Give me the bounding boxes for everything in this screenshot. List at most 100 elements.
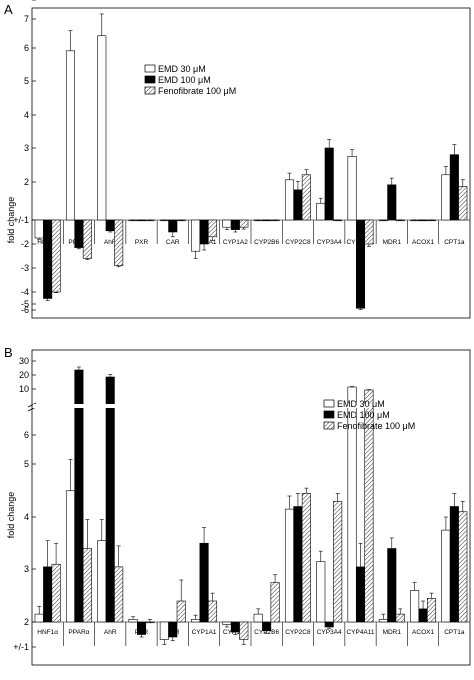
bar — [324, 621, 334, 628]
bar — [293, 189, 303, 221]
category-label: CPT1a — [444, 239, 465, 246]
bar — [97, 540, 107, 623]
bar — [222, 621, 232, 625]
bar — [82, 548, 92, 623]
bar — [458, 511, 468, 623]
bar — [316, 561, 326, 623]
legend-entry: EMD 100 μM — [158, 75, 211, 85]
bar — [199, 219, 209, 245]
panel-letter-b: B — [4, 345, 13, 360]
bar — [426, 598, 437, 623]
y-tick-label: 5 — [24, 459, 29, 469]
bar — [114, 566, 124, 623]
bar — [449, 154, 459, 221]
y-tick-label: 2 — [24, 177, 29, 187]
category-label: HNF1α — [37, 629, 58, 636]
bar — [347, 156, 357, 221]
bar — [262, 621, 272, 632]
bar — [51, 219, 61, 293]
bar — [191, 219, 201, 252]
category-label: CPT1a — [444, 629, 465, 636]
y-tick-label: -4 — [21, 287, 29, 297]
bar — [230, 621, 240, 633]
y-axis-label: fold change — [6, 492, 16, 539]
bar — [191, 619, 201, 623]
bar — [199, 542, 209, 623]
bar — [207, 219, 218, 238]
category-label: CAR — [166, 239, 180, 246]
bar — [316, 202, 326, 221]
bar — [253, 613, 263, 623]
category-label: AhR — [104, 629, 117, 636]
category-label: CYP2B6 — [254, 239, 279, 246]
y-tick-label: 3 — [24, 564, 29, 574]
legend-entry: EMD 30 μM — [158, 64, 206, 74]
bar — [239, 621, 249, 640]
bar — [168, 219, 178, 233]
legend-swatch — [323, 410, 335, 419]
bar — [333, 500, 343, 623]
bar — [145, 621, 155, 624]
category-label: CYP1A1 — [192, 629, 217, 636]
y-tick-label: 4 — [24, 512, 29, 522]
bar — [378, 619, 388, 623]
y-tick-label: 2 — [24, 617, 29, 627]
category-label: ACOX1 — [412, 239, 434, 246]
bar — [364, 219, 374, 245]
chart-panel-b: 30 20 10 6 5 4 3 2 +/-1 -2 fold change HNF1α PPARα Ah… — [6, 0, 471, 666]
legend-entry: EMD 30 μM — [337, 399, 385, 409]
bar — [105, 376, 115, 623]
category-label: CYP4A11 — [346, 629, 374, 636]
y-tick-label: -3 — [21, 263, 29, 273]
legend-swatch — [323, 399, 335, 408]
bar — [51, 563, 61, 623]
y-tick-label: -6 — [21, 305, 29, 315]
bar — [34, 219, 44, 239]
category-label: CYP1A2 — [223, 239, 248, 246]
bar — [387, 184, 397, 221]
category-label: CYP3A4 — [317, 629, 342, 636]
bar — [395, 613, 405, 623]
legend-entry: Fenofibrate 100 μM — [158, 86, 236, 96]
bar — [284, 508, 295, 623]
bar — [65, 490, 76, 623]
axis-break-gap — [33, 404, 469, 408]
bar — [387, 548, 397, 623]
bar — [74, 219, 84, 248]
y-tick-label: -2 — [21, 239, 29, 249]
bar — [230, 219, 240, 230]
bar — [441, 174, 451, 221]
legend-entry: EMD 100 μM — [337, 410, 390, 420]
bar — [239, 219, 249, 228]
y-tick-label: 4 — [24, 110, 29, 120]
bar — [97, 35, 107, 221]
bar — [65, 50, 76, 221]
category-label: ACOX1 — [412, 629, 434, 636]
bar — [301, 493, 311, 623]
category-label: CYP2C8 — [285, 239, 311, 246]
bar — [105, 219, 115, 232]
legend-swatch — [323, 421, 335, 430]
y-tick-label: 6 — [24, 430, 29, 440]
y-axis-label: fold change — [6, 197, 16, 244]
y-tick-label: 10 — [19, 384, 29, 394]
bar — [293, 506, 303, 623]
bar — [284, 179, 295, 221]
plot-frame — [31, 349, 471, 666]
bar — [270, 582, 280, 623]
bar — [43, 219, 53, 299]
y-tick-label: 30 — [19, 356, 29, 366]
y-tick-label: +/-1 — [13, 215, 29, 225]
bar — [458, 186, 468, 221]
bar — [441, 529, 451, 623]
legend-swatch — [144, 86, 156, 95]
bar — [410, 590, 420, 623]
legend-swatch — [144, 64, 156, 73]
y-tick-label: 3 — [24, 143, 29, 153]
axis-break-mark — [27, 402, 37, 408]
bar — [43, 566, 53, 623]
category-label: PPARα — [68, 629, 89, 636]
panel-letter-a: A — [4, 2, 13, 17]
bar — [418, 608, 428, 623]
